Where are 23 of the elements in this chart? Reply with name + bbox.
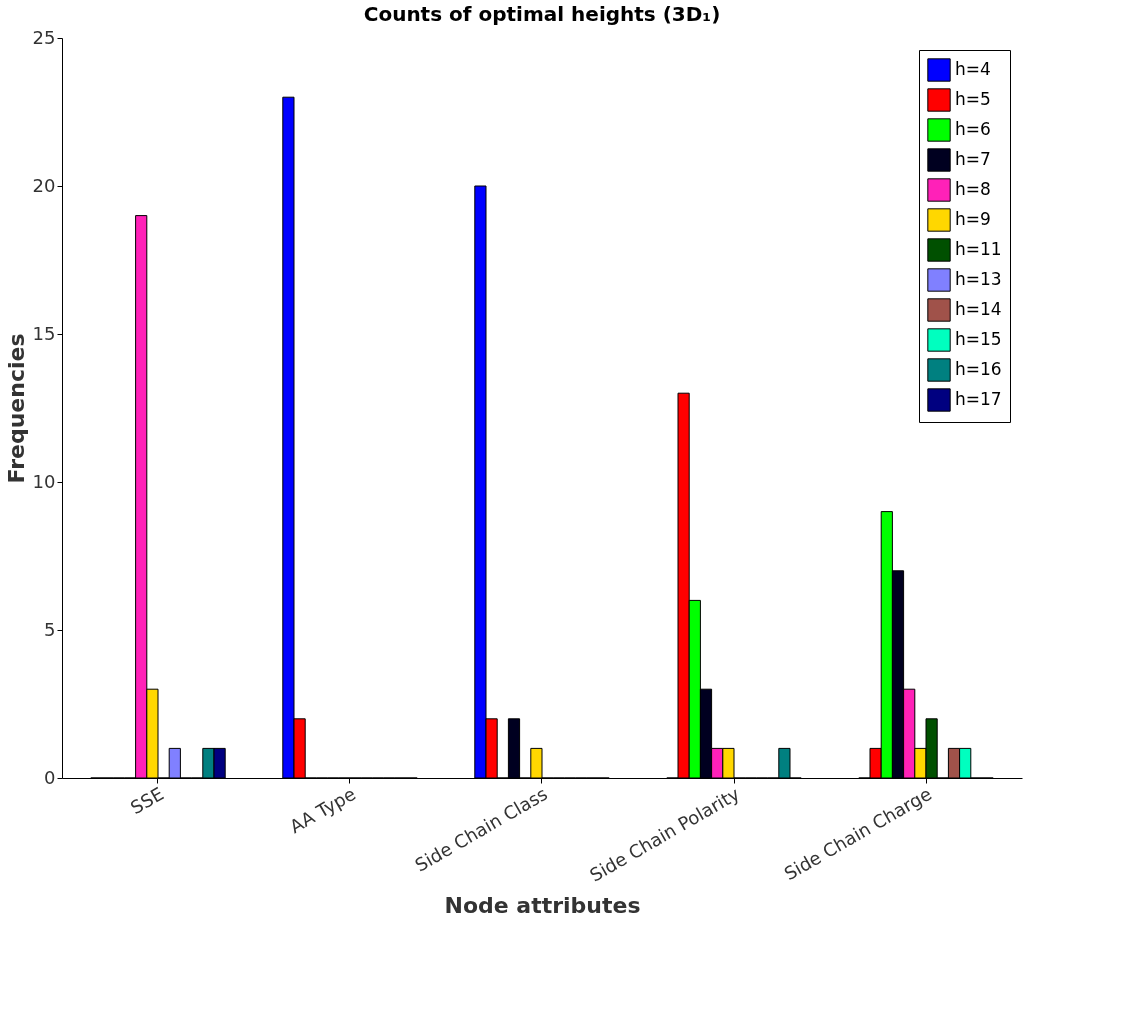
legend-label: h=13 (955, 269, 1002, 289)
legend-label: h=14 (955, 299, 1002, 319)
legend-label: h=16 (955, 359, 1002, 379)
y-axis-title: Frequencies (3, 333, 29, 484)
chart-title: Counts of optimal heights (3D₁) (363, 2, 721, 26)
x-axis-title: Node attributes (444, 892, 641, 918)
y-tick-label: 15 (32, 322, 56, 344)
y-tick-label: 20 (32, 174, 56, 196)
legend-label: h=5 (955, 89, 991, 109)
legend-label: h=6 (955, 119, 991, 139)
x-tick-label: AA Type (285, 782, 359, 838)
y-tick-label: 5 (44, 618, 56, 640)
legend-label: h=4 (955, 59, 991, 79)
legend-label: h=11 (955, 239, 1002, 259)
y-tick-label: 0 (44, 766, 56, 788)
legend-label: h=8 (955, 179, 991, 199)
legend-label: h=17 (955, 389, 1002, 409)
x-tick-label: SSE (126, 782, 167, 819)
legend-label: h=7 (955, 149, 991, 169)
legend-label: h=9 (955, 209, 991, 229)
y-tick-label: 10 (32, 470, 56, 492)
legend-label: h=15 (955, 329, 1002, 349)
y-tick-label: 25 (32, 26, 56, 48)
